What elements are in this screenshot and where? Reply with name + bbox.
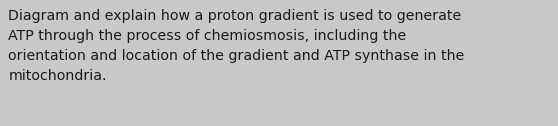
Text: Diagram and explain how a proton gradient is used to generate
ATP through the pr: Diagram and explain how a proton gradien…	[8, 9, 465, 83]
